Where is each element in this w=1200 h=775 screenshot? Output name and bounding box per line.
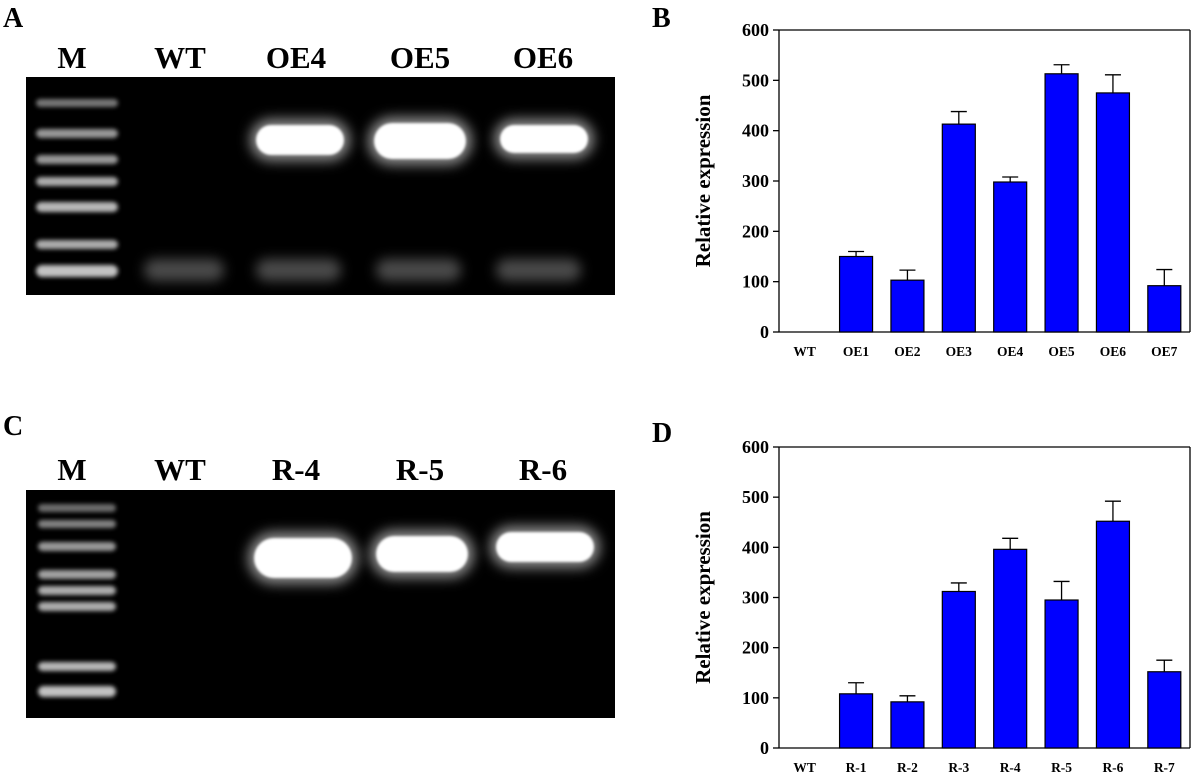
lane-label-wt: WT	[154, 452, 206, 487]
bar-chart-b: 0 100 200 300 400 500 600 Relative expression WT…	[691, 20, 1191, 359]
x-tick-label-oe4: OE4	[997, 344, 1024, 359]
lane-label-r-5: R-5	[395, 452, 445, 487]
lane-label-r-6: R-6	[518, 452, 568, 487]
y-tick-label: 100	[742, 688, 769, 708]
y-tick-label: 500	[742, 70, 769, 90]
ladder-band	[36, 265, 118, 277]
lane-label-wt: WT	[154, 40, 206, 75]
ladder-band	[36, 155, 118, 164]
x-tick-label-r-6: R-6	[1102, 760, 1123, 775]
lane-label-m: M	[57, 40, 87, 75]
y-tick-label: 600	[742, 437, 769, 457]
y-tick-label: 400	[742, 537, 769, 557]
ladder-band	[36, 129, 118, 138]
y-tick-label: 500	[742, 487, 769, 507]
bar-oe4	[993, 181, 1028, 333]
lane-label-oe4: OE4	[265, 40, 327, 75]
panel-letter-d: D	[652, 418, 673, 449]
y-tick-label: 0	[760, 322, 769, 342]
primer-smear	[144, 259, 224, 281]
lane-label-oe6: OE6	[512, 40, 574, 75]
ladder-band	[36, 202, 118, 212]
bar-oe1	[838, 255, 874, 333]
ladder-band	[38, 570, 116, 579]
bar-r-1	[838, 693, 874, 749]
x-tick-label-oe2: OE2	[894, 344, 921, 359]
x-tick-label-r-7: R-7	[1154, 760, 1175, 775]
gel-image-a	[26, 77, 615, 295]
x-tick-label-oe3: OE3	[946, 344, 973, 359]
bar-oe2	[890, 279, 925, 333]
primer-smear	[496, 259, 581, 281]
panel-letter-c: C	[3, 411, 24, 442]
y-tick-label: 600	[742, 20, 769, 40]
x-tick-label-oe1: OE1	[843, 344, 870, 359]
bar-r-2	[890, 701, 925, 749]
y-axis-label: Relative expression	[691, 94, 715, 267]
ladder-band	[38, 520, 116, 528]
y-tick-label: 0	[760, 738, 769, 758]
x-tick-label-r-1: R-1	[846, 760, 867, 775]
ladder-band	[38, 586, 116, 595]
x-tick-label-r-4: R-4	[1000, 760, 1021, 775]
x-tick-label-r-5: R-5	[1051, 760, 1072, 775]
y-tick-label: 400	[742, 121, 769, 141]
lane-label-oe5: OE5	[389, 40, 451, 75]
y-tick-label: 300	[742, 171, 769, 191]
x-tick-label-r-2: R-2	[897, 760, 918, 775]
bar-oe6	[1095, 92, 1131, 333]
primer-smear	[376, 259, 461, 281]
lane-label-r-4: R-4	[271, 452, 321, 487]
bar-r-5	[1044, 599, 1079, 749]
ladder-band	[36, 99, 118, 107]
y-tick-label: 100	[742, 272, 769, 292]
pcr-band	[374, 123, 466, 159]
bar-chart-d: 0 100 200 300 400 500 600 Relative expression WT…	[691, 437, 1191, 775]
bar-r-4	[993, 548, 1028, 749]
y-axis-label: Relative expression	[691, 511, 715, 684]
lane-label-m: M	[57, 452, 87, 487]
x-tick-label-r-3: R-3	[948, 760, 969, 775]
bar-oe3	[941, 123, 976, 333]
pcr-band	[256, 125, 344, 155]
bar-oe7	[1147, 285, 1182, 333]
y-tick-label: 200	[742, 638, 769, 658]
x-tick-label-wt: WT	[793, 760, 816, 775]
ladder-band	[38, 602, 116, 611]
pcr-band	[496, 532, 594, 562]
x-tick-label-oe5: OE5	[1048, 344, 1075, 359]
pcr-band	[376, 536, 468, 572]
ladder-band	[38, 662, 116, 671]
x-tick-label-wt: WT	[793, 344, 816, 359]
gel-image-c	[26, 490, 615, 718]
pcr-band	[254, 538, 352, 578]
x-tick-label-oe7: OE7	[1151, 344, 1178, 359]
x-tick-label-oe6: OE6	[1100, 344, 1127, 359]
ladder-band	[36, 177, 118, 186]
pcr-band	[500, 125, 588, 153]
panel-letter-b: B	[652, 3, 671, 34]
bar-r-6	[1095, 520, 1131, 749]
bar-r-3	[941, 590, 976, 749]
y-tick-label: 200	[742, 221, 769, 241]
y-tick-label: 300	[742, 588, 769, 608]
bar-r-7	[1147, 671, 1182, 749]
bar-oe5	[1044, 73, 1079, 333]
ladder-band	[38, 686, 116, 697]
primer-smear	[256, 259, 341, 281]
ladder-band	[38, 542, 116, 551]
panel-letter-a: A	[3, 3, 24, 34]
ladder-band	[36, 240, 118, 249]
ladder-band	[38, 504, 116, 512]
